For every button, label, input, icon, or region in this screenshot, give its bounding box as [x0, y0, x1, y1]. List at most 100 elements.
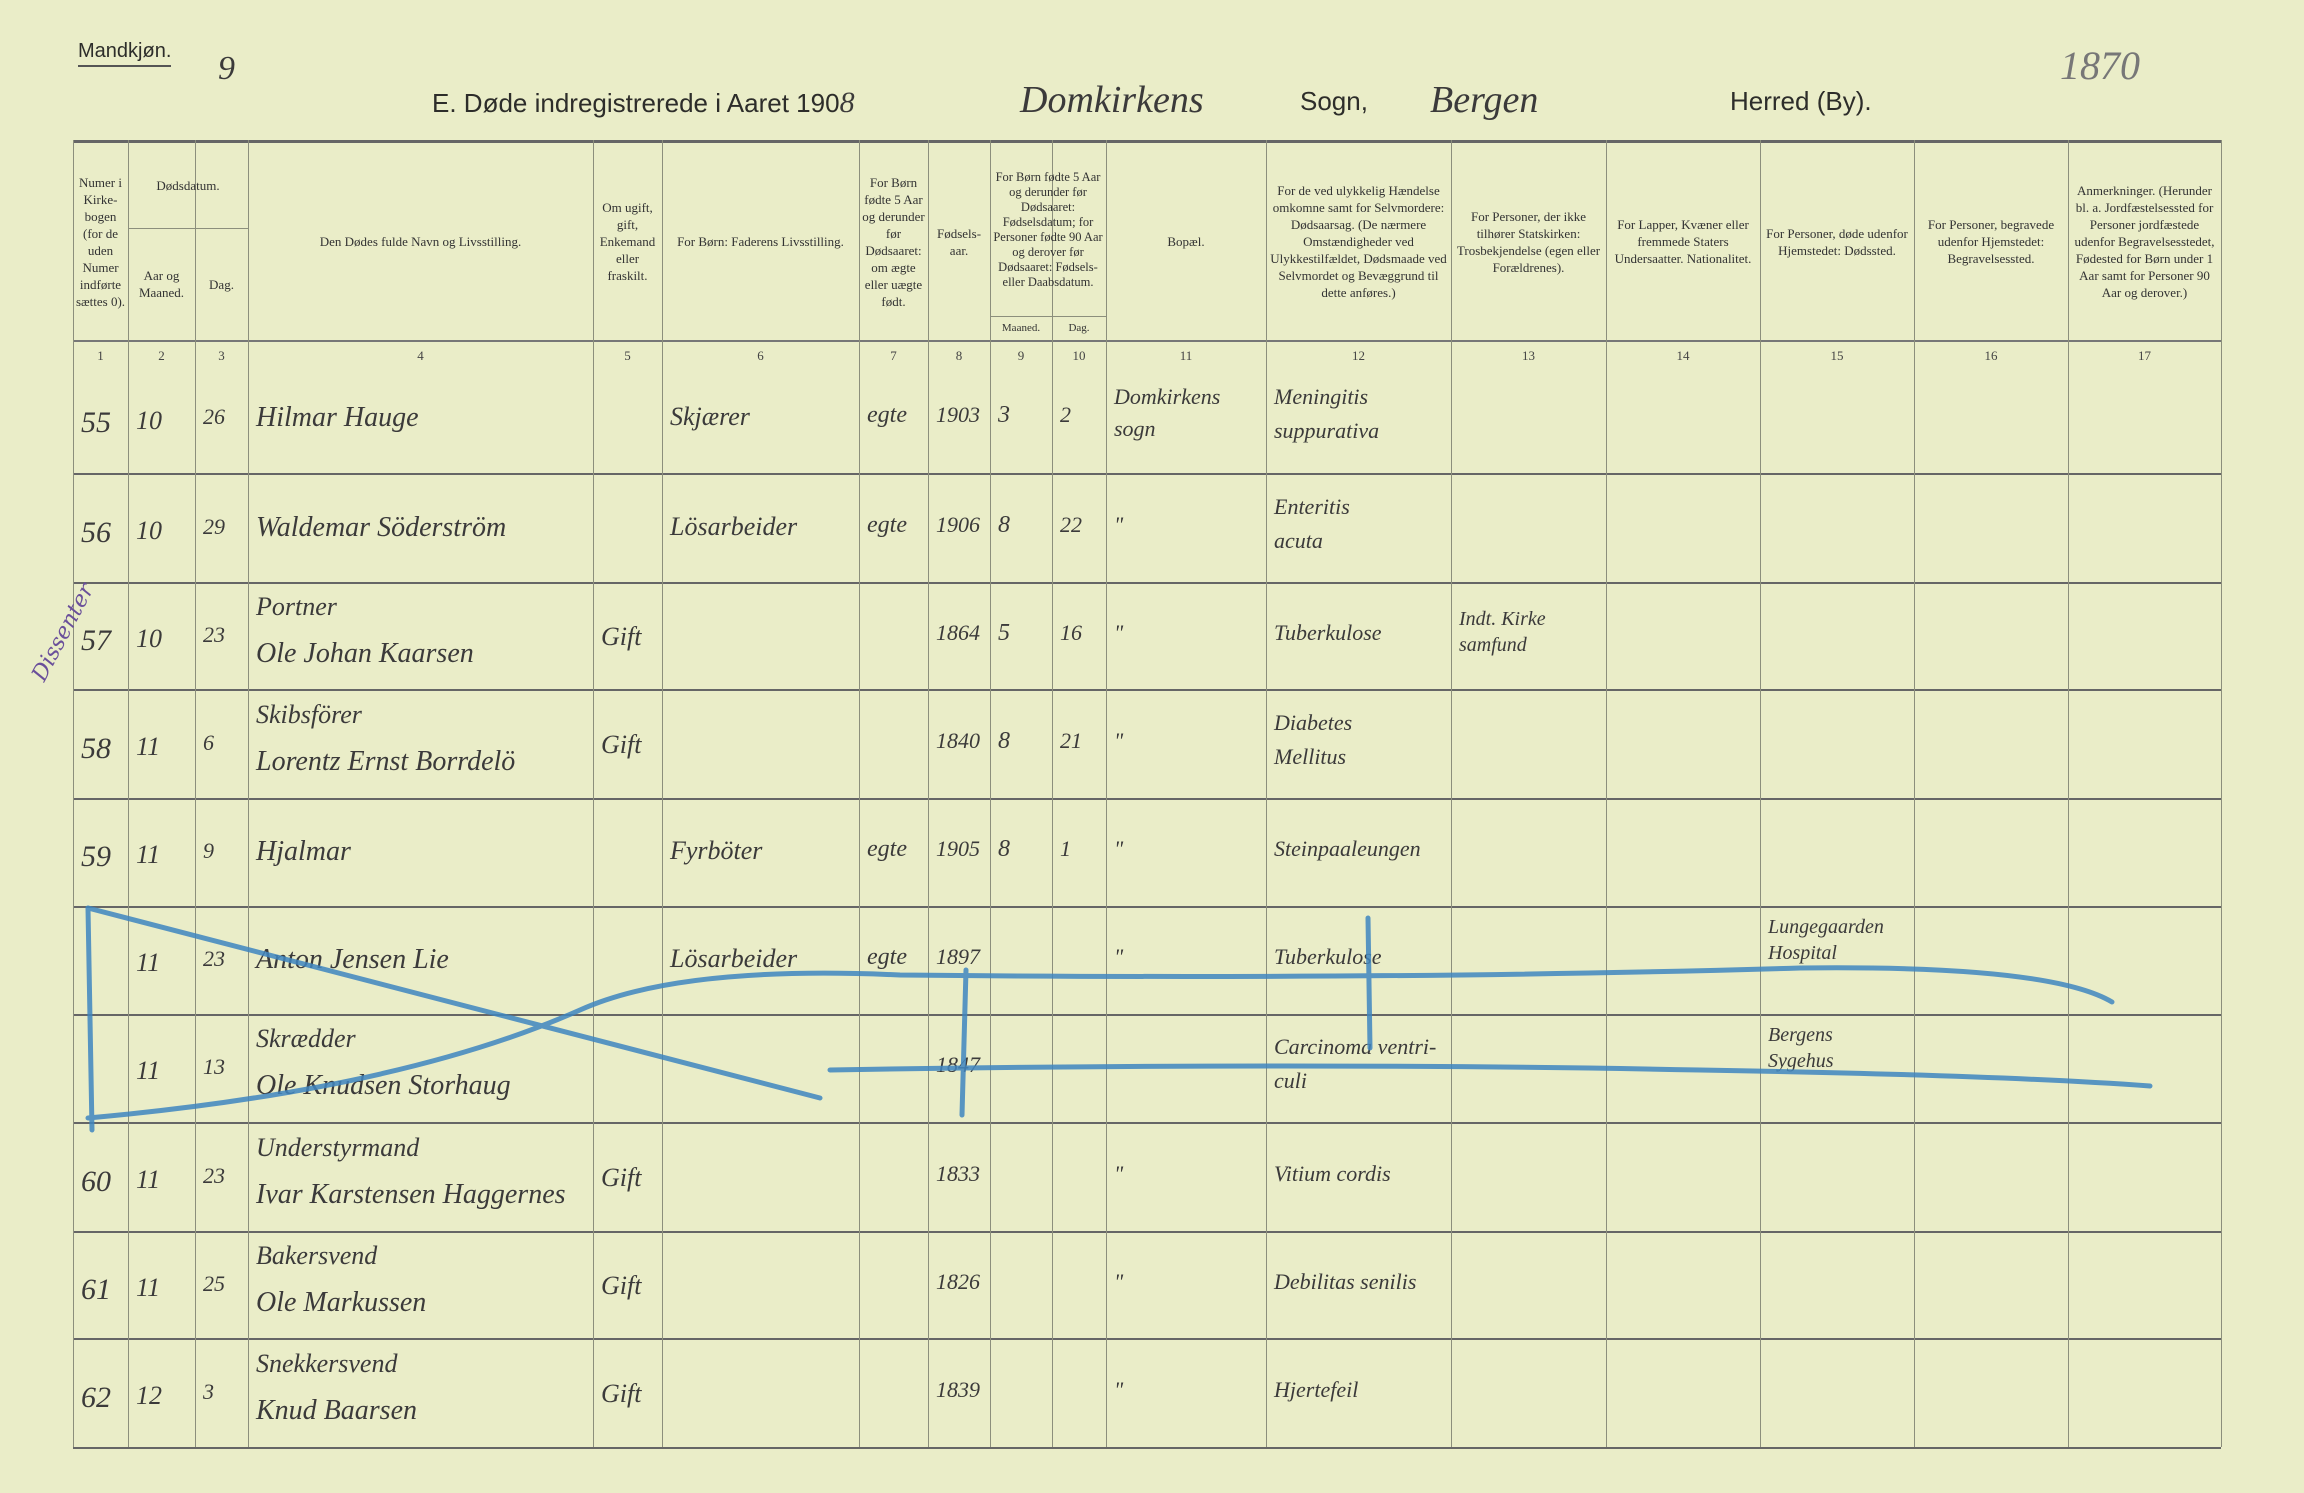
column-number: 5: [624, 348, 631, 363]
column-rule: [928, 140, 929, 1447]
column-header: Aar og Maaned.: [138, 268, 185, 300]
column-rule: [1606, 140, 1607, 1447]
column-header: For Personer, der ikke tilhører Statskir…: [1456, 208, 1601, 275]
residence: ": [1114, 511, 1124, 537]
parish-name: Domkirkens: [1020, 79, 1204, 121]
birth-day: 21: [1060, 727, 1082, 753]
birth-day: 2: [1060, 402, 1071, 427]
residence: ": [1114, 727, 1124, 753]
column-rule: [859, 140, 860, 1447]
deceased-name: Hilmar Hauge: [256, 402, 419, 433]
occupation: Understyrmand: [256, 1132, 420, 1162]
birth-year: 1840: [936, 727, 980, 753]
column-header: For Personer, begravede udenfor Hjemsted…: [1927, 217, 2055, 266]
gender-label: Mandkjøn.: [78, 40, 172, 67]
death-place: Bergens: [1768, 1024, 1833, 1046]
civil-status: Gift: [601, 1378, 642, 1408]
column-rule: [990, 140, 991, 1447]
death-day: 23: [203, 1162, 225, 1188]
birth-month: 8: [998, 727, 1010, 754]
column-number: 4: [417, 348, 424, 363]
column-rule: [248, 140, 249, 1447]
cause-of-death-line2: suppurativa: [1274, 418, 1380, 443]
column-header: Numer i Kirke-bogen (for de uden Numer i…: [75, 174, 126, 309]
birth-day: 1: [1060, 836, 1071, 861]
column-rule: [1451, 140, 1452, 1447]
entry-number: 61: [81, 1272, 111, 1306]
residence: ": [1114, 1376, 1124, 1402]
residence: ": [1114, 619, 1124, 645]
column-number: 13: [1522, 348, 1535, 363]
row-rule: [73, 1338, 2221, 1340]
death-month: 10: [136, 515, 162, 545]
column-number: 9: [1017, 348, 1025, 363]
row-rule: [73, 689, 2221, 691]
cause-of-death: Hjertefeil: [1274, 1376, 1359, 1402]
death-month: 12: [136, 1380, 162, 1410]
column-number: 2: [158, 348, 165, 363]
birth-year: 1826: [936, 1268, 980, 1294]
civil-status: Gift: [601, 1270, 642, 1300]
birth-year: 1839: [936, 1376, 980, 1402]
column-rule: [73, 140, 74, 1447]
column-number: 7: [890, 348, 897, 363]
cause-of-death: Carcinoma ventri-: [1274, 1034, 1437, 1059]
father-occupation: Lösarbeider: [670, 944, 798, 973]
birth-day: 22: [1060, 511, 1082, 537]
row-rule: [73, 1122, 2221, 1124]
column-number: 11: [1179, 348, 1193, 363]
religion-line2: samfund: [1459, 633, 1527, 656]
entry-number: 58: [81, 731, 111, 765]
cause-of-death: Diabetes: [1274, 709, 1353, 735]
birth-month: 3: [998, 402, 1010, 428]
religion: Indt. Kirke: [1459, 607, 1546, 630]
civil-status: Gift: [601, 1162, 642, 1192]
death-day: 26: [203, 404, 225, 429]
birth-year: 1864: [936, 619, 980, 645]
cause-of-death: Debilitas senilis: [1274, 1268, 1417, 1294]
entry-number: 57: [81, 623, 111, 657]
table-top-rule: [73, 140, 2221, 143]
column-header: Den Dødes fulde Navn og Livsstilling.: [319, 234, 522, 249]
birth-year: 1897: [936, 944, 980, 969]
column-rule: [128, 140, 129, 1447]
column-rule: [1106, 140, 1107, 1447]
father-occupation: Skjærer: [670, 402, 750, 431]
birth-month: 5: [998, 619, 1010, 646]
birth-month: 8: [998, 511, 1010, 538]
column-rule: [1760, 140, 1761, 1447]
herred-name: Bergen: [1430, 79, 1539, 121]
row-rule: [73, 1231, 2221, 1233]
father-occupation: Fyrböter: [670, 836, 763, 865]
column-rule: [195, 140, 196, 1447]
cause-of-death: Vitium cordis: [1274, 1160, 1391, 1186]
occupation: Snekkersvend: [256, 1348, 398, 1378]
occupation: Portner: [256, 591, 337, 621]
column-rule: [1266, 140, 1267, 1447]
column-rule: [1052, 140, 1053, 1447]
death-day: 25: [203, 1270, 225, 1296]
residence: ": [1114, 1268, 1124, 1294]
row-rule: [73, 1014, 2221, 1016]
death-place-line2: Hospital: [1768, 942, 1837, 964]
death-day: 6: [203, 729, 214, 755]
deceased-name: Waldemar Söderström: [256, 511, 507, 543]
entry-number: 60: [81, 1164, 111, 1198]
column-header: Dag.: [1068, 321, 1090, 334]
civil-status: Gift: [601, 621, 642, 651]
group-header-dodsdatum: Dødsdatum.: [156, 177, 220, 193]
birth-year: 1833: [936, 1160, 980, 1186]
death-month: 10: [136, 623, 162, 653]
row-rule: [73, 473, 2221, 475]
crossout-line: [959, 967, 969, 1118]
birth-year: 1906: [936, 511, 980, 537]
deceased-name: Ivar Karstensen Haggernes: [256, 1178, 566, 1210]
legitimacy: egte: [867, 511, 907, 538]
death-month: 11: [136, 1272, 161, 1302]
death-day: 23: [203, 946, 225, 971]
occupation: Bakersvend: [256, 1240, 378, 1270]
column-header: Dag.: [209, 276, 234, 292]
cause-of-death-line2: culi: [1274, 1068, 1307, 1093]
legitimacy: egte: [867, 944, 907, 970]
